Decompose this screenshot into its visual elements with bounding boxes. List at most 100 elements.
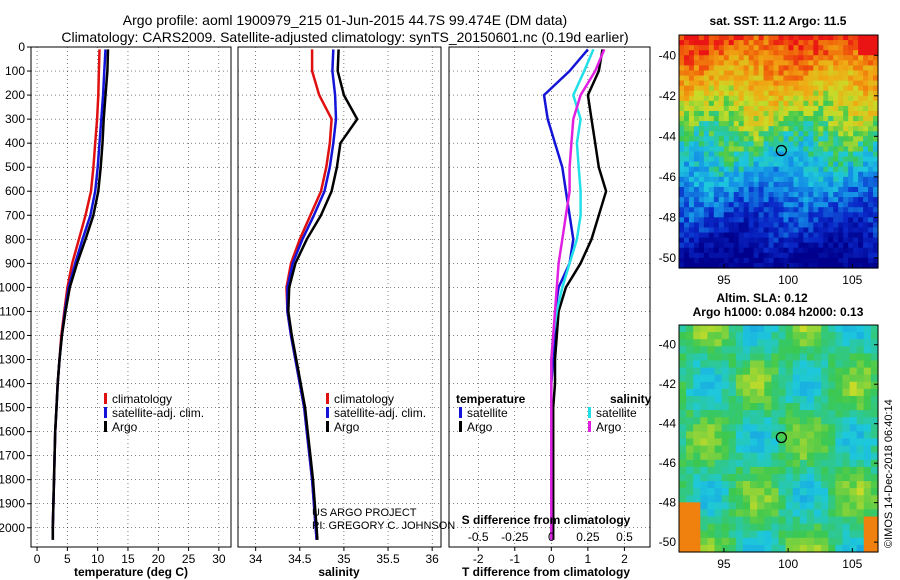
map-cell xyxy=(821,346,829,354)
map-cell xyxy=(763,65,770,72)
map-cell xyxy=(738,50,745,56)
map-cell xyxy=(823,186,829,193)
map-cell xyxy=(714,438,723,447)
map-cell xyxy=(783,45,790,51)
map-cell xyxy=(686,332,694,340)
map-cell xyxy=(768,65,775,72)
map-cell xyxy=(713,197,720,203)
map-cell xyxy=(828,212,834,218)
map-cell xyxy=(783,110,790,117)
map-cell xyxy=(788,40,795,46)
map-cell xyxy=(700,445,709,454)
map-cell xyxy=(758,141,765,148)
map-cell xyxy=(693,374,701,383)
map-cell xyxy=(808,146,814,153)
map-cell xyxy=(738,70,745,77)
map-cell xyxy=(806,367,815,376)
map-cell xyxy=(750,544,758,553)
map-cell xyxy=(838,151,844,158)
map-cell xyxy=(870,438,879,447)
x-tick-label: 10 xyxy=(91,552,105,566)
map-cell xyxy=(818,105,824,112)
map-cell xyxy=(679,473,687,482)
map-cell xyxy=(842,509,851,518)
map-cell xyxy=(738,197,745,203)
map-cell xyxy=(743,171,750,178)
map-cell xyxy=(688,45,695,51)
map-cell xyxy=(792,332,801,340)
map-cell xyxy=(870,374,879,383)
map-cell xyxy=(853,70,859,77)
map-cell xyxy=(683,75,690,82)
map-cell xyxy=(721,481,730,489)
map-cell xyxy=(799,516,808,525)
map-cell xyxy=(838,116,844,122)
map-cell xyxy=(721,495,730,503)
map-cell xyxy=(753,40,760,46)
map-cell xyxy=(743,40,750,46)
map-cell xyxy=(758,110,765,117)
map-cell xyxy=(814,481,822,489)
map-cell xyxy=(793,207,799,213)
map-cell xyxy=(768,90,775,97)
map-cell xyxy=(735,502,744,511)
map-cell xyxy=(783,70,790,77)
map-cell xyxy=(828,141,834,148)
map-cell xyxy=(742,452,751,461)
map-cell xyxy=(771,417,780,425)
map-cell xyxy=(788,131,795,137)
map-cell xyxy=(808,60,814,66)
map-cell xyxy=(849,488,858,496)
map-cell xyxy=(858,70,864,77)
map-cell xyxy=(863,121,869,127)
map-cell xyxy=(714,374,723,383)
y-tick-label: 100 xyxy=(5,64,25,78)
map-cell xyxy=(718,186,725,193)
map-cell xyxy=(828,473,836,482)
map-cell xyxy=(842,445,851,454)
map-cell xyxy=(803,247,809,254)
map-cell xyxy=(753,126,760,132)
map-cell xyxy=(793,126,799,132)
map-cell xyxy=(813,75,819,82)
map-cell xyxy=(679,247,685,254)
map-cell xyxy=(806,403,815,411)
map-cell xyxy=(785,424,794,432)
map-cell xyxy=(686,360,694,369)
map-cell xyxy=(828,90,834,97)
map-cell xyxy=(703,197,710,203)
map-cell xyxy=(703,186,710,193)
map-cell xyxy=(853,55,859,61)
map-cell xyxy=(808,227,814,234)
map-cell xyxy=(848,242,854,249)
map-cell xyxy=(708,171,715,178)
s-tick-label: 0.25 xyxy=(576,530,600,544)
map-cell xyxy=(733,75,740,82)
map-cell xyxy=(718,105,725,112)
map-cell xyxy=(693,262,700,269)
map-cell xyxy=(813,197,819,203)
map-cell xyxy=(788,217,795,224)
map-cell xyxy=(728,75,735,82)
map-cell xyxy=(778,105,785,112)
map-cell xyxy=(713,80,720,87)
map-cell xyxy=(848,252,854,259)
map-cell xyxy=(693,121,700,127)
map-y-tick-label: -50 xyxy=(659,535,677,549)
map-cell xyxy=(863,136,869,142)
map-cell xyxy=(808,100,814,107)
map-cell xyxy=(723,217,730,224)
map-cell xyxy=(798,242,804,249)
map-cell xyxy=(853,121,859,127)
map-cell xyxy=(788,136,795,142)
map-cell xyxy=(828,247,834,254)
map-cell xyxy=(814,395,822,404)
map-cell xyxy=(848,90,854,97)
map-cell xyxy=(778,242,785,249)
map-cell xyxy=(748,95,755,102)
map-cell xyxy=(788,257,795,264)
map-cell xyxy=(842,417,851,425)
map-cell xyxy=(728,516,737,525)
map-cell xyxy=(868,136,874,142)
map-cell xyxy=(828,55,834,61)
